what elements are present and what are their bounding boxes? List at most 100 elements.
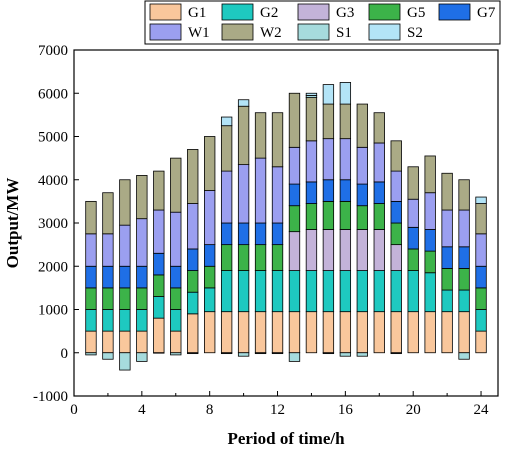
- bar-segment-w1-17: [356, 146, 368, 185]
- bar-segment-w2-22: [441, 172, 453, 211]
- bar-segment-g5-17: [356, 205, 368, 230]
- bar-segment-g1-16: [339, 311, 352, 354]
- legend-label-g1: G1: [188, 5, 206, 21]
- bar-segment-g7-22: [441, 246, 453, 269]
- legend-label-s2: S2: [407, 25, 423, 41]
- bar-segment-g7-21: [424, 229, 436, 252]
- bar-segment-g1-24: [475, 330, 487, 354]
- bar-segment-g1-19: [390, 311, 402, 354]
- bar-segment-g1-12: [271, 311, 284, 354]
- bar-segment-s1-6: [170, 352, 182, 356]
- bar-segment-w2-10: [237, 105, 250, 166]
- bar-segment-s1-3: [119, 352, 131, 371]
- bar-segment-g2-18: [373, 270, 385, 313]
- bar-segment-g5-2: [102, 287, 114, 310]
- bar-segment-g5-1: [85, 287, 97, 310]
- legend-swatch-g1: [149, 3, 182, 21]
- bar-segment-s2-15: [322, 84, 335, 105]
- bar-segment-s1-4: [136, 352, 148, 362]
- bar-segment-g1-3: [119, 330, 131, 354]
- bar-segment-g7-20: [407, 226, 419, 250]
- bar-segment-g7-16: [339, 179, 352, 202]
- bar-segment-s1-13: [288, 352, 301, 362]
- bar-segment-w2-24: [475, 203, 487, 235]
- bar-segment-g2-24: [475, 309, 487, 332]
- bar-segment-g7-2: [102, 265, 114, 289]
- legend-label-w1: W1: [188, 25, 210, 41]
- bar-segment-g2-3: [119, 309, 131, 332]
- legend-swatch-g2: [221, 3, 254, 21]
- bar-segment-w2-18: [373, 112, 385, 144]
- bar-segment-g7-12: [271, 222, 284, 246]
- bar-segment-g2-19: [390, 270, 402, 313]
- y-tick-label: 3000: [38, 216, 68, 232]
- bar-segment-g5-15: [322, 200, 335, 230]
- bar-segment-w1-23: [458, 209, 470, 248]
- bar-segment-g5-12: [271, 244, 284, 271]
- bar-segment-g2-9: [220, 270, 233, 313]
- bar-segment-g5-10: [237, 244, 250, 271]
- bar-segment-g1-7: [187, 313, 199, 354]
- bar-segment-w2-23: [458, 179, 470, 211]
- bar-segment-w1-22: [441, 209, 453, 248]
- bar-segment-g1-15: [322, 311, 335, 354]
- bar-segment-g7-7: [187, 248, 199, 271]
- bar-segment-w2-4: [136, 175, 148, 220]
- y-tick-label: 6000: [38, 86, 68, 102]
- bar-segment-w2-13: [288, 92, 301, 148]
- bar-segment-g2-2: [102, 309, 114, 332]
- bar-segment-w1-3: [119, 224, 131, 267]
- bar-segment-s2-24: [475, 196, 487, 204]
- bar-segment-g2-13: [288, 270, 301, 313]
- y-tick-label: 4000: [38, 173, 68, 189]
- bar-segment-g5-21: [424, 250, 436, 274]
- bar-segment-g5-22: [441, 268, 453, 291]
- bar-segment-g7-11: [254, 222, 267, 246]
- bar-segment-w1-5: [153, 209, 165, 254]
- bar-segment-g1-4: [136, 330, 148, 354]
- bar-segment-g5-20: [407, 248, 419, 271]
- bar-segment-g1-13: [288, 311, 301, 354]
- bar-segment-g1-10: [237, 311, 250, 354]
- bar-segment-w1-16: [339, 138, 352, 181]
- bar-segment-g2-5: [153, 296, 165, 319]
- bar-segment-g7-5: [153, 252, 165, 276]
- bar-segment-s1-12: [271, 352, 284, 355]
- bar-segment-s1-11: [254, 352, 267, 355]
- legend-swatch-w2: [221, 23, 254, 41]
- bar-segment-g1-20: [407, 311, 419, 354]
- bar-segment-g1-9: [220, 311, 233, 354]
- bar-segment-g5-18: [373, 203, 385, 230]
- bar-segment-g2-11: [254, 270, 267, 313]
- bar-segment-w1-2: [102, 233, 114, 267]
- bar-segment-g7-13: [288, 183, 301, 207]
- bar-segment-w1-21: [424, 192, 436, 230]
- bar-segment-g1-23: [458, 311, 470, 354]
- x-tick-label: 4: [138, 402, 146, 418]
- bar-segment-g1-2: [102, 330, 114, 354]
- x-axis-title: Period of time/h: [227, 429, 345, 448]
- x-tick-label: 0: [70, 402, 78, 418]
- bar-segment-g5-13: [288, 205, 301, 233]
- bar-segment-g3-18: [373, 229, 385, 271]
- bar-segment-g5-24: [475, 287, 487, 310]
- legend-label-g5: G5: [407, 5, 425, 21]
- bar-segment-g2-1: [85, 309, 97, 332]
- bar-segment-w2-19: [390, 140, 402, 172]
- bar-segment-w1-13: [288, 146, 301, 185]
- y-tick-label: -1000: [33, 389, 68, 405]
- bar-segment-g5-16: [339, 200, 352, 230]
- bar-segment-w2-3: [119, 179, 131, 226]
- bar-segment-g2-20: [407, 270, 419, 313]
- bar-segment-g2-12: [271, 270, 284, 313]
- bar-segment-g7-4: [136, 265, 148, 289]
- legend: G1 G2 G3 G5 G7 W1 W2 S1 S2: [144, 0, 501, 45]
- bar-segment-g2-16: [339, 270, 352, 313]
- x-axis-ticks: 0 4 8 12 16 20 24: [70, 391, 489, 418]
- bar-segment-w2-6: [170, 157, 182, 213]
- bar-segment-g7-10: [237, 222, 250, 246]
- bar-segment-w1-15: [322, 138, 335, 181]
- bar-segment-g2-8: [204, 287, 216, 313]
- bar-segment-s1-23: [458, 352, 470, 360]
- bar-segment-g1-21: [424, 311, 436, 354]
